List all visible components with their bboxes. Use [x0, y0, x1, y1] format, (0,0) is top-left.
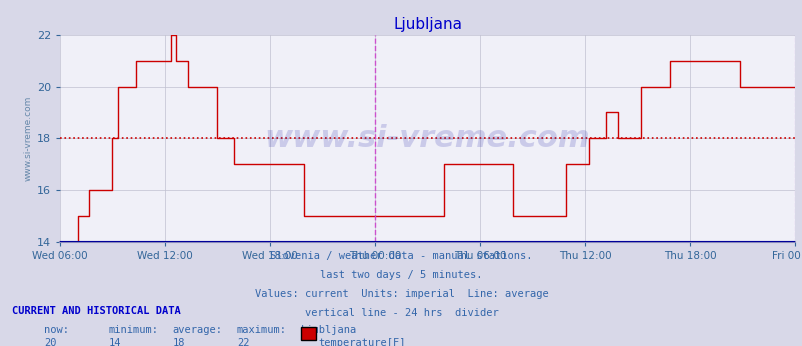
Text: 20: 20 — [44, 338, 57, 346]
Title: Ljubljana: Ljubljana — [393, 17, 461, 32]
Text: Slovenia / weather data - manual stations.: Slovenia / weather data - manual station… — [270, 251, 532, 261]
Text: temperature[F]: temperature[F] — [318, 338, 406, 346]
Text: minimum:: minimum: — [108, 325, 158, 335]
Text: vertical line - 24 hrs  divider: vertical line - 24 hrs divider — [304, 308, 498, 318]
Text: now:: now: — [44, 325, 69, 335]
Text: average:: average: — [172, 325, 222, 335]
Text: Ljubljana: Ljubljana — [301, 325, 357, 335]
Text: CURRENT AND HISTORICAL DATA: CURRENT AND HISTORICAL DATA — [12, 306, 180, 316]
Text: Values: current  Units: imperial  Line: average: Values: current Units: imperial Line: av… — [254, 289, 548, 299]
Y-axis label: www.si-vreme.com: www.si-vreme.com — [24, 96, 33, 181]
Text: 14: 14 — [108, 338, 121, 346]
Text: www.si-vreme.com: www.si-vreme.com — [265, 124, 589, 153]
Text: maximum:: maximum: — [237, 325, 286, 335]
Text: last two days / 5 minutes.: last two days / 5 minutes. — [320, 270, 482, 280]
Text: 22: 22 — [237, 338, 249, 346]
Text: 18: 18 — [172, 338, 185, 346]
